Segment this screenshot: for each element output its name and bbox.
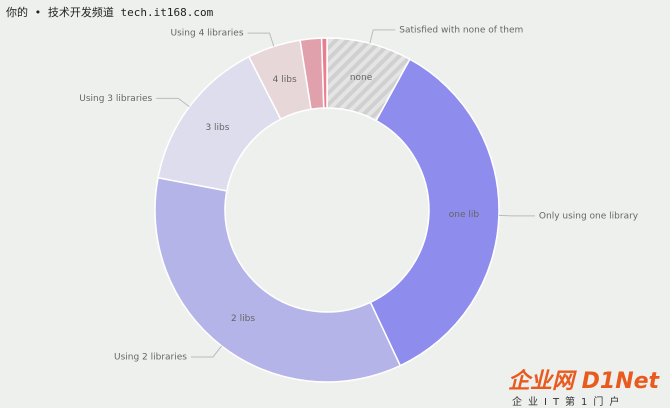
outer-label: Using 2 libraries: [114, 352, 187, 362]
outer-label: Satisfied with none of them: [399, 25, 523, 35]
leader-line: [190, 345, 222, 358]
slice-label: 3 libs: [205, 123, 229, 133]
watermark: 你的 • 技术开发频道 tech.it168.com: [6, 5, 214, 19]
leader-line: [247, 32, 275, 47]
leader-line: [156, 97, 190, 108]
outer-label: Only using one library: [539, 211, 639, 221]
leader-line: [369, 29, 396, 44]
logo: 企业网 D1Net: [508, 368, 661, 394]
donut-slice: [320, 37, 328, 109]
outer-label: Using 4 libraries: [171, 29, 244, 39]
logo-subtitle: 企业IT第1门户: [512, 395, 625, 408]
slice-label: one lib: [449, 210, 480, 220]
donut-slice: [369, 58, 500, 367]
donut-slice: [154, 176, 402, 383]
slice-label: 4 libs: [273, 75, 297, 85]
slice-label: none: [350, 73, 373, 83]
outer-label: Using 3 libraries: [79, 94, 152, 104]
slice-label: 2 libs: [231, 314, 255, 324]
